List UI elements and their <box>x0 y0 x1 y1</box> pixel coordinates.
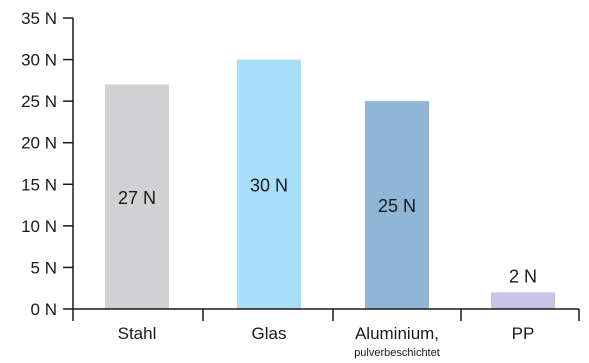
y-axis: 0 N 5 N 10 N 15 N 20 N 25 N 30 N 35 N <box>21 9 74 319</box>
bar-0 <box>105 84 169 309</box>
y-tick-label: 35 N <box>21 9 57 28</box>
data-label-0: 27 N <box>118 188 156 208</box>
bar-2 <box>365 101 429 310</box>
y-tick-label: 5 N <box>31 258 57 277</box>
x-category-label-2: Aluminium, <box>355 324 439 343</box>
bar-3 <box>491 292 555 309</box>
y-tick-label: 0 N <box>31 300 57 319</box>
bar-1 <box>237 59 301 310</box>
data-label-1: 30 N <box>250 175 288 195</box>
x-category-sublabel-2: pulverbeschichtet <box>354 347 440 359</box>
y-tick-label: 30 N <box>21 51 57 70</box>
data-label-2: 25 N <box>378 196 416 216</box>
x-category-label-3: PP <box>512 324 535 343</box>
data-label-3: 2 N <box>509 266 537 286</box>
x-category-label-1: Glas <box>252 324 287 343</box>
y-tick-label: 25 N <box>21 92 57 111</box>
y-tick-label: 15 N <box>21 175 57 194</box>
x-axis: Stahl Glas Aluminium, pulverbeschichtet PP <box>72 308 580 359</box>
y-tick-label: 20 N <box>21 134 57 153</box>
bars: 27 N 30 N 25 N 2 N <box>105 59 555 310</box>
y-tick-label: 10 N <box>21 217 57 236</box>
x-category-label-0: Stahl <box>118 324 157 343</box>
